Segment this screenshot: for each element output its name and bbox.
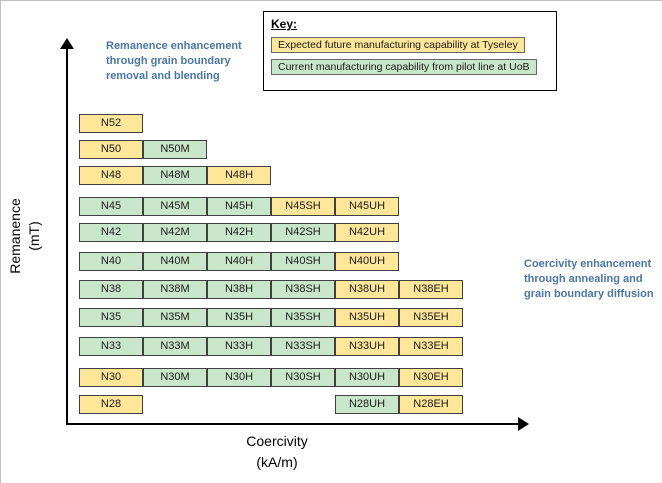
grade-cell-n42uh: N42UH [335,223,399,242]
grade-cell-n35: N35 [79,308,143,327]
grade-cell-n40h: N40H [207,252,271,271]
grade-cell-n33uh: N33UH [335,337,399,356]
x-axis-label-name: Coercivity [246,433,308,449]
grade-cell-n42h: N42H [207,223,271,242]
grade-cell-n38m: N38M [143,280,207,299]
grade-cell-n45sh: N45SH [271,197,335,216]
grade-cell-n52: N52 [79,114,143,133]
grade-cell-n50: N50 [79,140,143,159]
y-axis-arrowhead-icon [60,38,74,49]
grade-cell-n28eh: N28EH [399,395,463,414]
grade-cell-n38sh: N38SH [271,280,335,299]
grade-cell-n33h: N33H [207,337,271,356]
grade-cell-n38uh: N38UH [335,280,399,299]
grade-grid: N52 N50 N50M N48 N48M N48H N45 N45M N45H N45SH N45… [79,114,469,416]
y-axis-label-unit: (mT) [26,221,42,251]
grade-cell-n33: N33 [79,337,143,356]
x-axis-arrowhead-icon [518,417,529,431]
key-title: Key: [271,17,298,31]
grade-cell-n45: N45 [79,197,143,216]
y-axis-line [66,47,68,425]
grade-cell-n40uh: N40UH [335,252,399,271]
y-axis-label: Remanence (mT) [6,181,46,291]
grade-cell-n48m: N48M [143,166,207,185]
grade-cell-n35sh: N35SH [271,308,335,327]
grade-cell-n40m: N40M [143,252,207,271]
x-axis-label: Coercivity (kA/m) [201,431,353,473]
grade-cell-n42m: N42M [143,223,207,242]
x-axis-line [66,423,519,425]
grade-cell-n35h: N35H [207,308,271,327]
grade-cell-n33sh: N33SH [271,337,335,356]
key-box: Key: Expected future manufacturing capab… [263,11,557,91]
grade-cell-n48: N48 [79,166,143,185]
grade-cell-n45m: N45M [143,197,207,216]
grade-cell-n40: N40 [79,252,143,271]
grade-cell-n45uh: N45UH [335,197,399,216]
key-entry-future: Expected future manufacturing capability… [271,37,525,53]
grade-cell-n30: N30 [79,368,143,387]
annotation-remanence-enhancement: Remanence enhancement through grain boun… [106,40,242,82]
grade-cell-n38eh: N38EH [399,280,463,299]
grade-cell-n42: N42 [79,223,143,242]
x-axis-label-unit: (kA/m) [256,454,298,470]
grade-cell-n50m: N50M [143,140,207,159]
key-entries: Expected future manufacturing capability… [271,37,549,75]
key-entry-current: Current manufacturing capability from pi… [271,59,537,75]
grade-cell-n45h: N45H [207,197,271,216]
grade-cell-n30sh: N30SH [271,368,335,387]
grade-cell-n42sh: N42SH [271,223,335,242]
grade-cell-n35uh: N35UH [335,308,399,327]
grade-cell-n40sh: N40SH [271,252,335,271]
grade-cell-n28uh: N28UH [335,395,399,414]
grade-cell-n48h: N48H [207,166,271,185]
grade-cell-n28: N28 [79,395,143,414]
grade-cell-n30m: N30M [143,368,207,387]
grade-cell-n33eh: N33EH [399,337,463,356]
annotation-coercivity-enhancement: Coercivity enhancement through annealing… [524,258,654,300]
grade-cell-n30h: N30H [207,368,271,387]
grade-cell-n35eh: N35EH [399,308,463,327]
grade-cell-n30eh: N30EH [399,368,463,387]
grade-cell-n35m: N35M [143,308,207,327]
grade-cell-n33m: N33M [143,337,207,356]
grade-cell-n30uh: N30UH [335,368,399,387]
grade-cell-n38: N38 [79,280,143,299]
y-axis-label-name: Remanence [7,198,23,274]
grade-cell-n38h: N38H [207,280,271,299]
